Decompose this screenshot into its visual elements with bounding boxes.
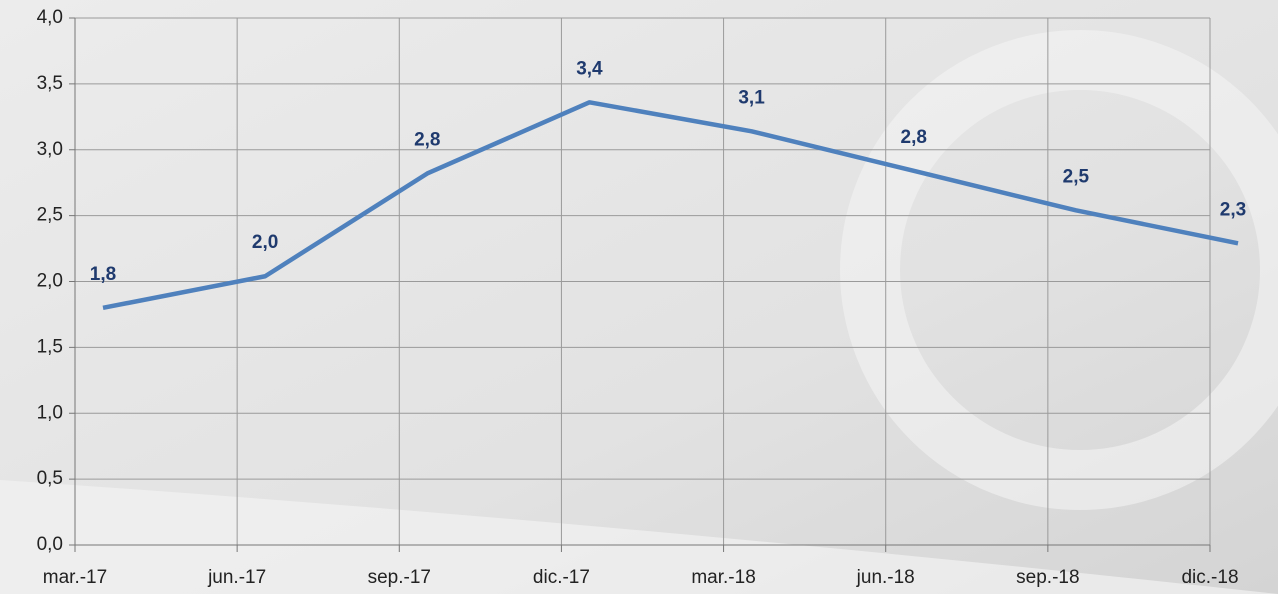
data-label: 2,8 — [901, 127, 927, 148]
y-tick-label: 1,5 — [37, 336, 63, 357]
data-label: 3,1 — [738, 87, 765, 108]
x-tick-label: jun.-17 — [207, 567, 266, 588]
y-tick-label: 2,0 — [37, 271, 63, 292]
x-tick-label: jun.-18 — [856, 567, 915, 588]
data-label: 2,8 — [414, 129, 440, 150]
page: 0,0 0,5 1,0 1,5 2,0 2,5 3,0 3,5 4,0 mar.-17 jun.-1… — [0, 0, 1278, 594]
x-tick-label: mar.-18 — [691, 567, 755, 588]
x-tick-label: dic.-18 — [1181, 567, 1238, 588]
x-tick-label: dic.-17 — [533, 567, 590, 588]
x-tick-label: sep.-18 — [1016, 567, 1079, 588]
data-label: 3,4 — [576, 58, 603, 79]
x-tick-label: sep.-17 — [368, 567, 431, 588]
data-label: 2,5 — [1063, 166, 1090, 187]
x-tick-label: mar.-17 — [43, 567, 107, 588]
y-tick-label: 0,0 — [37, 534, 63, 555]
y-tick-label: 1,0 — [37, 402, 63, 423]
data-label: 2,3 — [1220, 199, 1246, 220]
y-tick-label: 3,5 — [37, 73, 63, 94]
chart: 0,0 0,5 1,0 1,5 2,0 2,5 3,0 3,5 4,0 mar.-17 jun.-1… — [0, 0, 1278, 594]
data-label: 2,0 — [252, 232, 278, 253]
y-tick-label: 3,0 — [37, 139, 63, 160]
data-label: 1,8 — [90, 264, 116, 285]
y-tick-label: 4,0 — [37, 7, 63, 28]
y-tick-label: 2,5 — [37, 205, 63, 226]
y-tick-label: 0,5 — [37, 468, 63, 489]
